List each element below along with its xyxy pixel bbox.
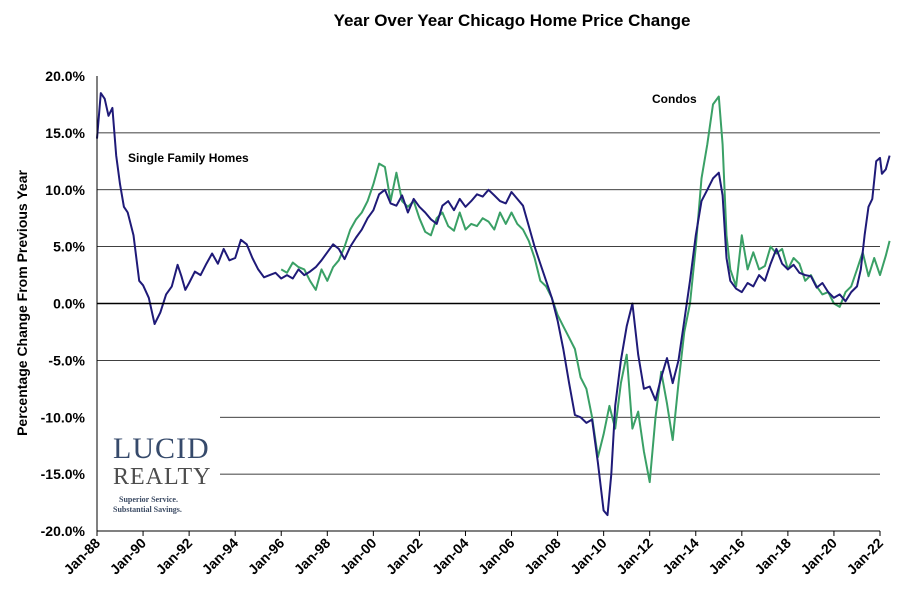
- y-axis-label: Percentage Change From Previous Year: [14, 170, 30, 436]
- y-tick-label: -10.0%: [41, 409, 86, 425]
- x-tick-label: Jan-12: [613, 535, 656, 578]
- x-tick-label: Jan-88: [60, 535, 103, 578]
- x-tick-label: Jan-16: [705, 535, 748, 578]
- x-tick-label: Jan-06: [475, 535, 518, 578]
- y-tick-label: -20.0%: [41, 523, 86, 539]
- y-tick-label: 10.0%: [45, 182, 85, 198]
- x-tick-label: Jan-20: [797, 535, 840, 578]
- annotation-single-family: Single Family Homes: [128, 151, 249, 165]
- x-tick-label: Jan-90: [106, 535, 149, 578]
- x-tick-label: Jan-02: [383, 535, 426, 578]
- x-tick-label: Jan-96: [245, 535, 288, 578]
- logo: LUCID REALTY Superior Service. Substanti…: [113, 432, 211, 514]
- y-axis-ticks: 20.0% 15.0% 10.0% 5.0% 0.0% -5.0% -10.0% -15.0%…: [41, 68, 86, 539]
- x-tick-label: Jan-22: [843, 535, 886, 578]
- y-tick-label: -5.0%: [48, 352, 85, 368]
- x-tick-label: Jan-92: [153, 535, 196, 578]
- series-line-condos: [280, 95, 891, 484]
- chart-title: Year Over Year Chicago Home Price Change: [334, 11, 691, 30]
- y-tick-label: 20.0%: [45, 68, 85, 84]
- x-tick-label: Jan-18: [751, 535, 794, 578]
- x-tick-label: Jan-00: [337, 535, 380, 578]
- logo-line2: REALTY: [113, 464, 211, 490]
- series-line-single-family-homes: [96, 92, 891, 517]
- annotation-condos: Condos: [652, 92, 697, 106]
- logo-tagline2: Substantial Savings.: [113, 505, 182, 514]
- x-tick-label: Jan-94: [199, 535, 242, 578]
- y-tick-label: 15.0%: [45, 125, 85, 141]
- x-tick-label: Jan-10: [567, 535, 610, 578]
- x-tick-label: Jan-04: [429, 535, 472, 578]
- x-tick-label: Jan-14: [659, 535, 702, 578]
- series-lines: [96, 92, 891, 517]
- logo-line1: LUCID: [113, 432, 210, 465]
- y-tick-label: 0.0%: [53, 296, 85, 312]
- x-tick-label: Jan-08: [521, 535, 564, 578]
- x-axis-ticks: Jan-88 Jan-90 Jan-92 Jan-94 Jan-96 Jan-98 Jan-…: [60, 531, 886, 577]
- y-tick-label: 5.0%: [53, 239, 85, 255]
- gridlines: [97, 132, 880, 475]
- y-tick-label: -15.0%: [41, 466, 86, 482]
- x-tick-label: Jan-98: [291, 535, 334, 578]
- logo-tagline1: Superior Service.: [119, 495, 178, 504]
